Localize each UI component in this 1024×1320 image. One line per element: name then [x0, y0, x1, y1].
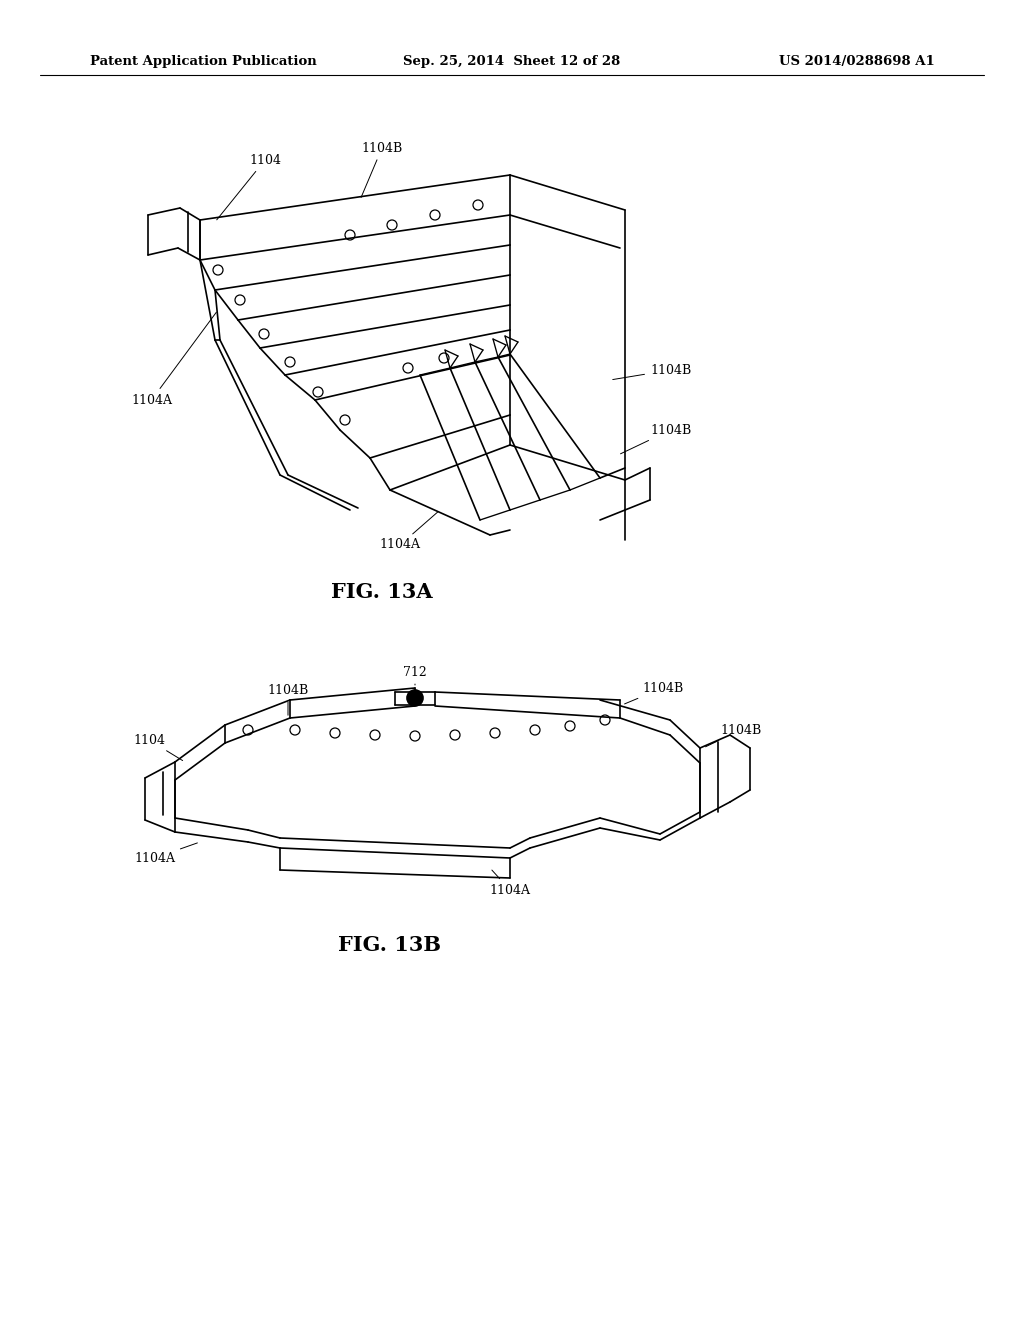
- Text: 1104B: 1104B: [706, 723, 761, 747]
- Text: 1104B: 1104B: [267, 684, 308, 715]
- Text: 1104B: 1104B: [625, 681, 683, 704]
- Text: FIG. 13A: FIG. 13A: [331, 582, 433, 602]
- Text: 1104: 1104: [133, 734, 182, 760]
- Text: Sep. 25, 2014  Sheet 12 of 28: Sep. 25, 2014 Sheet 12 of 28: [403, 55, 621, 69]
- Text: 1104A: 1104A: [131, 313, 216, 407]
- Text: 712: 712: [403, 665, 427, 685]
- Text: US 2014/0288698 A1: US 2014/0288698 A1: [779, 55, 935, 69]
- Text: Patent Application Publication: Patent Application Publication: [90, 55, 316, 69]
- Text: 1104B: 1104B: [361, 141, 402, 198]
- Text: 1104B: 1104B: [621, 424, 691, 454]
- Text: 1104B: 1104B: [612, 363, 691, 380]
- Text: 1104A: 1104A: [134, 843, 198, 865]
- Circle shape: [407, 690, 423, 706]
- Text: 1104: 1104: [217, 153, 281, 220]
- Text: 1104A: 1104A: [489, 870, 530, 896]
- Text: FIG. 13B: FIG. 13B: [339, 935, 441, 954]
- Text: 1104A: 1104A: [380, 512, 438, 552]
